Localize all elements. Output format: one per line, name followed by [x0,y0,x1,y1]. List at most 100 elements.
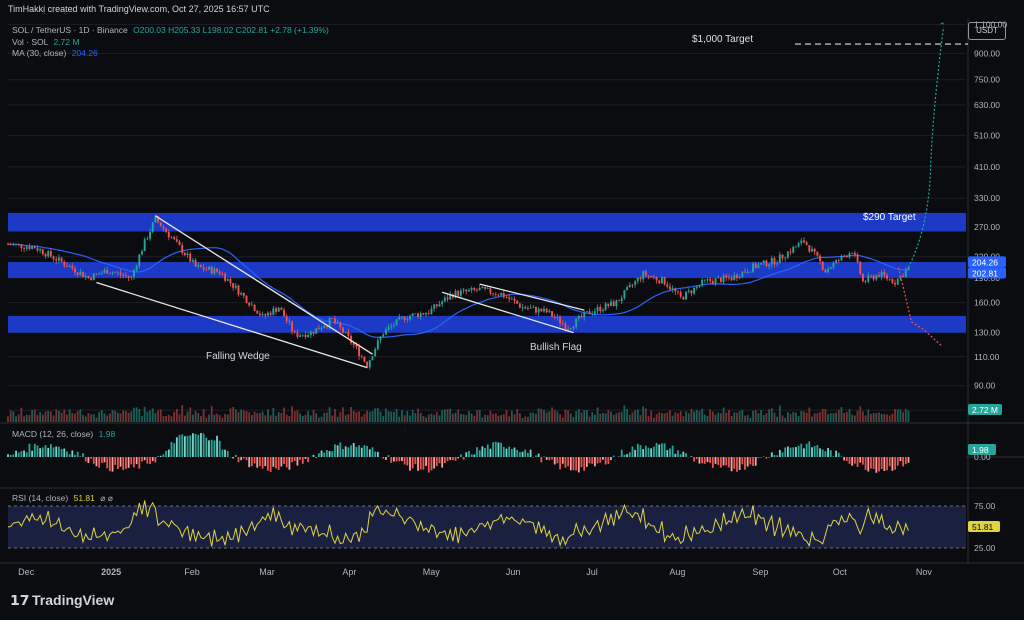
candle [446,297,449,300]
macd-bar [481,446,484,457]
volume-bar [529,412,532,422]
macd-bar [508,446,511,457]
macd-bar [864,457,867,470]
candle [679,292,682,297]
volume-bar [784,417,787,422]
volume-bar [326,412,328,422]
macd-bar [159,455,162,457]
volume-bar [293,411,296,422]
candle [551,311,553,317]
macd-bar [205,437,208,457]
macd-bar [267,457,269,471]
candle [406,319,409,320]
candle [891,278,894,283]
macd-bar [141,457,143,462]
macd-bar [770,452,773,457]
macd-bar [744,457,746,470]
macd-bar [703,457,706,464]
macd-bar [835,450,838,457]
macd-bar [277,457,280,470]
macd-bar [679,454,682,457]
macd-bar [285,457,288,468]
volume-bar [650,410,653,422]
candle [100,272,103,274]
macd-bar [409,457,411,471]
candle [74,268,76,273]
volume-bar [350,407,352,422]
macd-bar [693,457,695,462]
currency-button[interactable]: USDT [968,22,1006,40]
macd-bar [746,457,749,467]
candle [615,300,618,307]
candle [784,257,787,259]
macd-bar [441,457,444,468]
candle [714,278,717,284]
macd-bar [427,457,430,473]
volume-bar [422,415,425,422]
volume-bar [864,415,867,422]
candle [382,334,385,337]
candle [175,239,178,242]
macd-bar [612,455,615,457]
candle [462,289,465,291]
volume-bar [194,410,197,422]
macd-bar [607,457,610,464]
candle [106,269,109,274]
candle [685,291,687,300]
macd-bar [556,457,559,464]
macd-bar [443,457,446,463]
macd-bar [52,447,55,457]
volume-bar [197,413,200,422]
candle [886,275,888,279]
candle [366,361,369,368]
volume-bar [685,411,687,422]
macd-bar [331,451,334,457]
candle [599,306,602,312]
candle [612,301,615,307]
macd-bar [907,457,910,463]
candle [591,313,594,315]
volume-bar [730,415,733,422]
candle [711,281,714,284]
volume-bar [792,411,795,422]
volume-bar [642,406,645,422]
candle [583,312,586,318]
volume-bar [111,410,114,422]
volume-bar [269,415,272,422]
candle [588,311,591,314]
macd-bar [577,457,580,473]
volume-bar [443,409,446,422]
macd-bar [197,434,200,457]
candle [478,288,481,291]
volume-bar [116,412,119,422]
volume-bar [82,414,84,422]
macd-bar [840,456,843,457]
volume-bar [535,413,537,422]
macd-bar [382,457,385,459]
candle [116,272,119,274]
volume-bar [60,412,63,422]
candle [639,277,642,280]
macd-bar [730,457,733,472]
volume-bar [671,415,674,422]
volume-bar [663,413,666,422]
volume-bar [331,415,334,422]
macd-bar [524,449,527,457]
candle [350,335,352,343]
volume-bar [762,415,765,422]
macd-bar [516,449,519,457]
macd-bar [795,447,797,457]
macd-bar [433,457,436,469]
symbol-legend: SOL / TetherUS · 1D · Binance O200.03 H2… [12,25,329,35]
macd-bar [216,435,218,457]
candle [618,300,620,302]
candle [792,246,795,253]
volume-bar [757,413,760,422]
candle [390,325,393,328]
volume-bar [189,407,192,422]
time-tick-label: Oct [833,567,848,577]
candle [189,253,192,262]
candle [540,308,543,312]
time-tick-label: Apr [342,567,356,577]
